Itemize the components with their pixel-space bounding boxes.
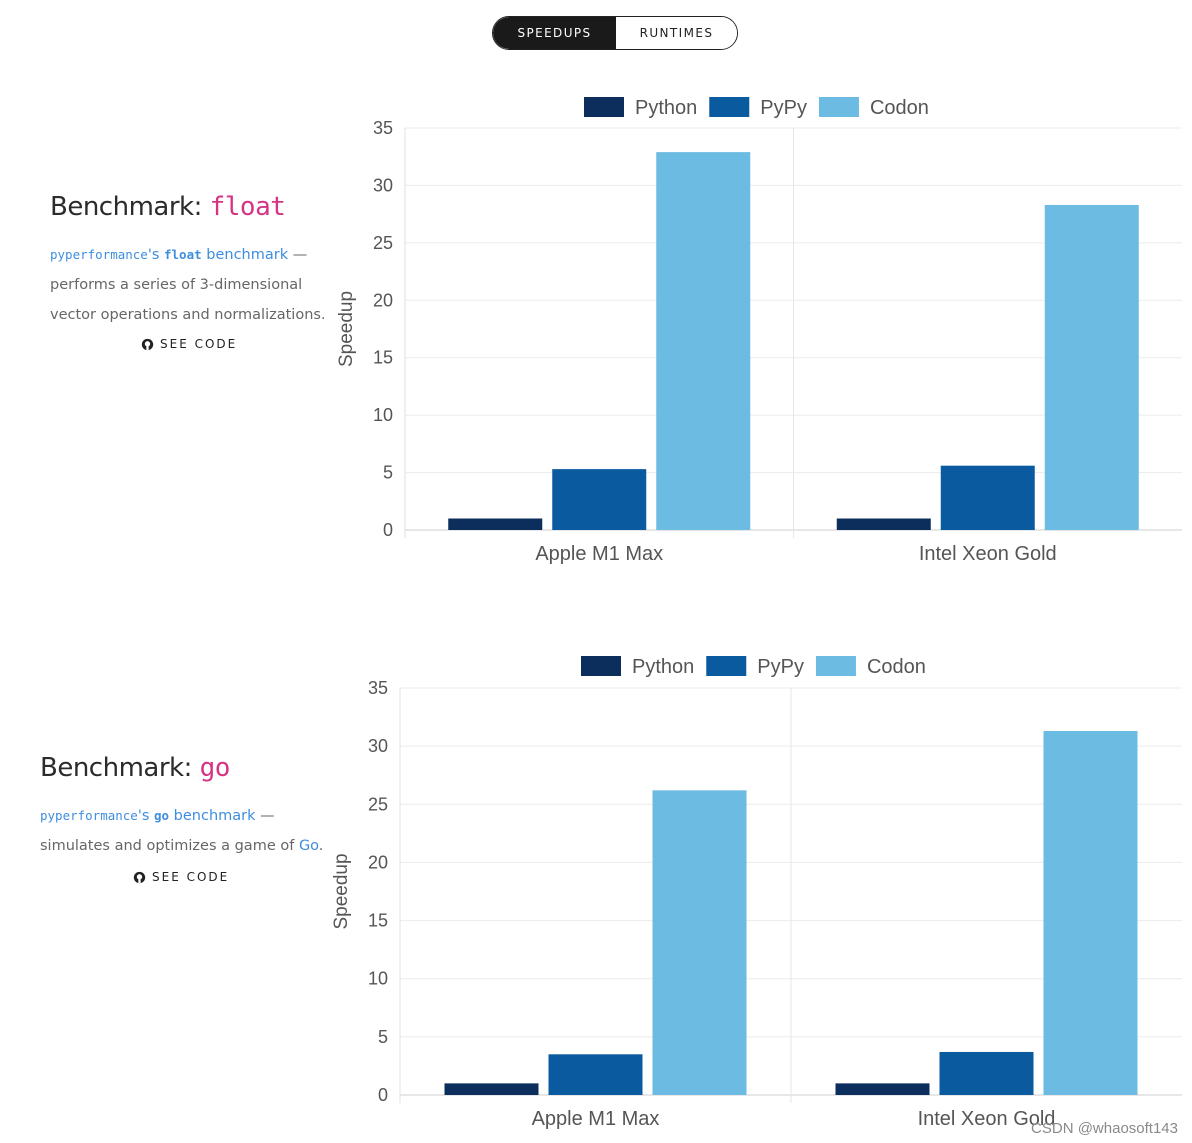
see-code-button[interactable]: SEE CODE [141,337,237,351]
github-icon [133,871,146,883]
bar-codon-1 [652,790,747,1095]
y-tick-label: 20 [368,852,388,872]
legend-swatch-codon [818,97,859,117]
bench-link[interactable]: go [154,808,170,823]
y-tick-label: 0 [378,1085,388,1105]
legend-label: Codon [870,97,929,119]
bar-python-2 [836,518,931,530]
bar-codon-1 [656,152,751,530]
y-tick-label: 35 [368,678,388,698]
x-tick-label: Apple M1 Max [532,1108,660,1130]
y-tick-label: 5 [378,1027,388,1047]
y-tick-label: 25 [373,233,393,253]
benchmark-name: float [209,192,286,222]
watermark: CSDN @whaosoft143 [1031,1120,1178,1137]
legend-label: Python [635,97,697,119]
runtimes-tab[interactable]: RUNTIMES [616,17,737,49]
suite-link[interactable]: pyperformance [50,247,148,262]
legend-swatch-python [581,656,621,676]
benchmark-description: pyperformance's go benchmark — simulates … [40,808,324,854]
y-tick-label: 30 [368,736,388,756]
y-tick-label: 25 [368,794,388,814]
benchmark-description: pyperformance's float benchmark — perform… [50,247,326,323]
legend-label: Codon [867,656,926,678]
bar-python-2 [835,1083,930,1095]
benchmark-title: Benchmark: go [40,753,231,783]
chart-1: 0 5 10 15 20 25 30 35 Speedup Apple M1 Max Intel X… [336,97,1182,565]
x-tick-label: Intel Xeon Gold [918,1108,1056,1130]
bar-python-1 [448,518,543,530]
bar-pypy-1 [552,469,647,530]
bar-pypy-2 [939,1051,1034,1095]
y-axis-label: Speedup [336,291,357,367]
bar-python-1 [444,1083,539,1095]
y-axis-label: Speedup [331,853,352,929]
legend-label: PyPy [760,97,807,119]
legend-label: PyPy [757,656,804,678]
y-tick-label: 30 [373,175,393,195]
chart-2: 0 5 10 15 20 25 30 35 Speedup Apple M1 Max Intel X… [331,656,1182,1130]
y-tick-label: 20 [373,290,393,310]
y-tick-label: 10 [368,969,388,989]
github-icon [141,338,154,350]
bar-pypy-2 [940,465,1035,530]
legend-swatch-python [584,97,624,117]
suite-link[interactable]: pyperformance [40,808,138,823]
x-tick-label: Apple M1 Max [535,543,663,565]
speedups-tab[interactable]: SPEEDUPS [493,17,616,49]
bar-pypy-1 [548,1054,643,1095]
view-toggle: SPEEDUPS RUNTIMES [492,16,738,50]
legend-swatch-codon [815,656,856,676]
y-tick-label: 15 [368,911,388,931]
bar-codon-2 [1043,731,1138,1095]
y-tick-label: 15 [373,348,393,368]
y-tick-label: 5 [383,463,393,483]
benchmark-go-info: Benchmark: go pyperformance's go benchma… [40,753,330,861]
y-tick-label: 10 [373,405,393,425]
go-link[interactable]: Go [298,838,319,854]
see-code-button[interactable]: SEE CODE [133,870,229,884]
bench-link[interactable]: float [164,247,202,262]
x-tick-label: Intel Xeon Gold [919,543,1057,565]
legend-label: Python [632,656,694,678]
y-tick-label: 35 [373,118,393,138]
y-tick-label: 0 [383,520,393,540]
legend-swatch-pypy [706,656,747,676]
bar-codon-2 [1044,204,1139,530]
benchmark-name: go [199,753,231,783]
legend-swatch-pypy [709,97,750,117]
benchmark-float-info: Benchmark: float pyperformance's float b… [50,192,340,330]
benchmark-title: Benchmark: float [50,192,286,222]
